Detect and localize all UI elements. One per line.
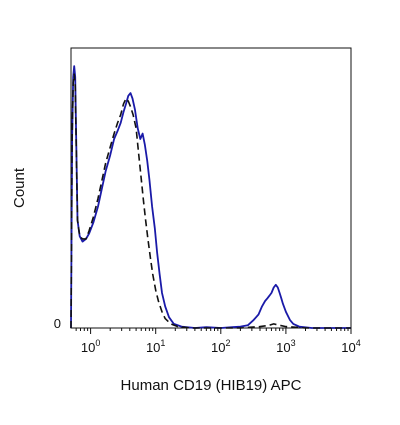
x-axis-label: Human CD19 (HIB19) APC	[121, 377, 302, 394]
series-line-solid	[70, 65, 351, 329]
series-layer	[70, 65, 351, 329]
y-tick-label: 0	[54, 316, 61, 331]
y-axis-label: Count	[11, 167, 28, 208]
series-line-dashed	[70, 73, 351, 329]
x-tick-label: 102	[211, 338, 230, 355]
x-tick-label: 101	[146, 338, 165, 355]
plot-frame	[70, 47, 352, 329]
x-tick-label: 104	[341, 338, 360, 355]
x-axis-tick-labels: 100 101 102 103 104	[81, 338, 361, 355]
x-axis-ticks	[75, 328, 352, 334]
x-tick-label: 100	[81, 338, 100, 355]
y-axis-tick-labels: 0	[54, 316, 61, 331]
x-tick-label: 103	[276, 338, 295, 355]
